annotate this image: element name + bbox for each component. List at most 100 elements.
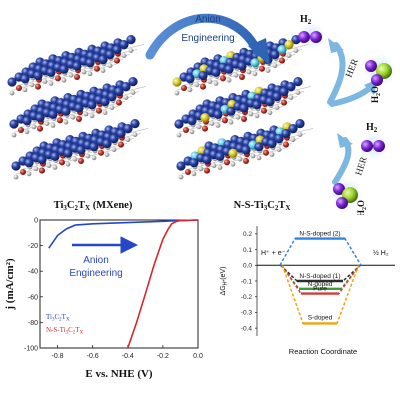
titanium-atom: [176, 161, 186, 171]
oxygen-atom: [241, 116, 247, 122]
carbon-atom: [65, 161, 71, 167]
titanium-atom: [59, 64, 69, 74]
lsv-annotation-line2: Engineering: [69, 268, 122, 279]
anion-engineering-arrow: [145, 13, 263, 60]
oxygen-atom: [281, 99, 287, 106]
carbon-atom: [26, 171, 32, 177]
top-illustration: Anion Engineering HER HER H2 H2O H2 H2O …: [7, 13, 396, 215]
fe-y-tick-label: -0.2: [241, 294, 253, 301]
oxygen-atom: [185, 169, 191, 175]
titanium-atom: [20, 74, 30, 84]
carbon-atom: [89, 113, 95, 119]
lsv-x-tick-label: 0.0: [193, 353, 203, 360]
lsv-x-axis-label: E vs. NHE (V): [85, 368, 153, 380]
oxygen-atom: [76, 116, 82, 122]
titanium-atom: [128, 77, 138, 87]
carbon-atom: [100, 68, 106, 73]
h2-molecule-bottom: [360, 132, 388, 160]
titanium-atom: [11, 161, 21, 171]
bond-line: [132, 86, 147, 90]
titanium-atom: [274, 134, 284, 144]
titanium-atom: [241, 145, 251, 155]
fe-left-state-label: H⁺ + e⁻: [261, 250, 286, 257]
titanium-atom: [100, 97, 110, 107]
carbon-atom: [52, 165, 58, 170]
carbon-atom: [178, 174, 184, 180]
oxygen-atom: [202, 125, 208, 132]
titanium-atom: [281, 129, 291, 139]
lsv-plot-frame: [39, 219, 199, 349]
bond-line: [297, 86, 312, 90]
carbon-atom: [31, 124, 37, 130]
carbon-atom: [215, 123, 221, 128]
right-structure-caption: N-S-Ti3C2TX: [234, 200, 291, 212]
titanium-atom: [102, 139, 112, 149]
carbon-atom: [70, 114, 76, 120]
carbon-atom: [246, 69, 252, 75]
h2-label-bottom: H2: [366, 122, 378, 134]
anion-engineering-arrowhead: [248, 38, 270, 66]
her-arrow-bottom-head: [337, 133, 353, 148]
lsv-x-tick-label: -0.8: [52, 353, 64, 360]
lsv-y-tick-label: -40: [28, 269, 38, 276]
engineering-label: Engineering: [181, 33, 234, 44]
carbon-atom: [269, 152, 275, 158]
carbon-atom: [233, 72, 239, 78]
fe-x-axis-label: Reaction Coordinate: [289, 347, 357, 356]
carbon-atom: [9, 90, 15, 96]
titanium-atom: [9, 119, 19, 129]
titanium-atom: [252, 100, 262, 110]
lsv-series-ti3c2tx: [48, 219, 199, 249]
nitrogen-atom: [277, 45, 287, 55]
titanium-atom: [89, 142, 99, 152]
oxygen-atom: [59, 159, 65, 166]
titanium-atom: [35, 113, 45, 123]
h2o-label-top: H2O: [370, 86, 382, 103]
lsv-annotation-line1: Anion: [83, 255, 109, 266]
fe-y-tick-label: -0.3: [241, 310, 253, 317]
oxygen-atom: [259, 65, 265, 72]
carbon-atom: [29, 82, 35, 88]
titanium-atom: [72, 61, 82, 71]
lsv-y-tick-label: -100: [24, 346, 38, 353]
free-energy-diagram: 0.2 0.1 0.0 -0.1 -0.2 -0.3 -0.4 H⁺ + e⁻ ½ H₂ N…: [220, 226, 395, 356]
fe-y-tick-label: -0.4: [241, 325, 253, 332]
bond-line: [130, 44, 145, 48]
carbon-atom: [235, 114, 241, 120]
titanium-atom: [288, 124, 298, 134]
oxygen-atom: [114, 57, 120, 64]
carbon-atom: [286, 53, 292, 58]
titanium-atom: [123, 124, 133, 134]
carbon-atom: [102, 110, 108, 115]
carbon-atom: [72, 156, 78, 162]
oxygen-atom: [116, 99, 122, 106]
carbon-atom: [91, 155, 97, 161]
h2-label-top: H2: [300, 14, 312, 26]
lsv-y-tick-label: -20: [28, 243, 38, 250]
titanium-atom: [7, 77, 17, 87]
carbon-atom: [293, 48, 299, 53]
carbon-atom: [85, 153, 91, 159]
carbon-atom: [290, 137, 296, 143]
carbon-atom: [288, 95, 294, 100]
titanium-atom: [265, 97, 275, 107]
carbon-atom: [22, 87, 28, 93]
titanium-atom: [187, 116, 197, 126]
oxygen-atom: [200, 83, 206, 90]
oxygen-atom: [55, 75, 61, 82]
oxygen-atom: [283, 141, 289, 148]
carbon-atom: [111, 147, 117, 153]
fe-y-axis-label: ΔGH*(eV): [220, 267, 229, 296]
fe-level-n-s-doped-2-path: [279, 237, 362, 266]
fe-y-tick-label: 0.2: [243, 231, 252, 238]
carbon-atom: [250, 153, 256, 159]
titanium-atom: [237, 61, 247, 71]
carbon-atom: [187, 87, 193, 93]
oxygen-atom: [98, 149, 104, 156]
carbon-atom: [63, 119, 69, 125]
carbon-atom: [13, 174, 19, 180]
lsv-y-tick-label: -80: [28, 320, 38, 327]
titanium-atom: [293, 77, 303, 87]
carbon-atom: [228, 119, 234, 125]
sulfur-atom: [228, 148, 238, 158]
